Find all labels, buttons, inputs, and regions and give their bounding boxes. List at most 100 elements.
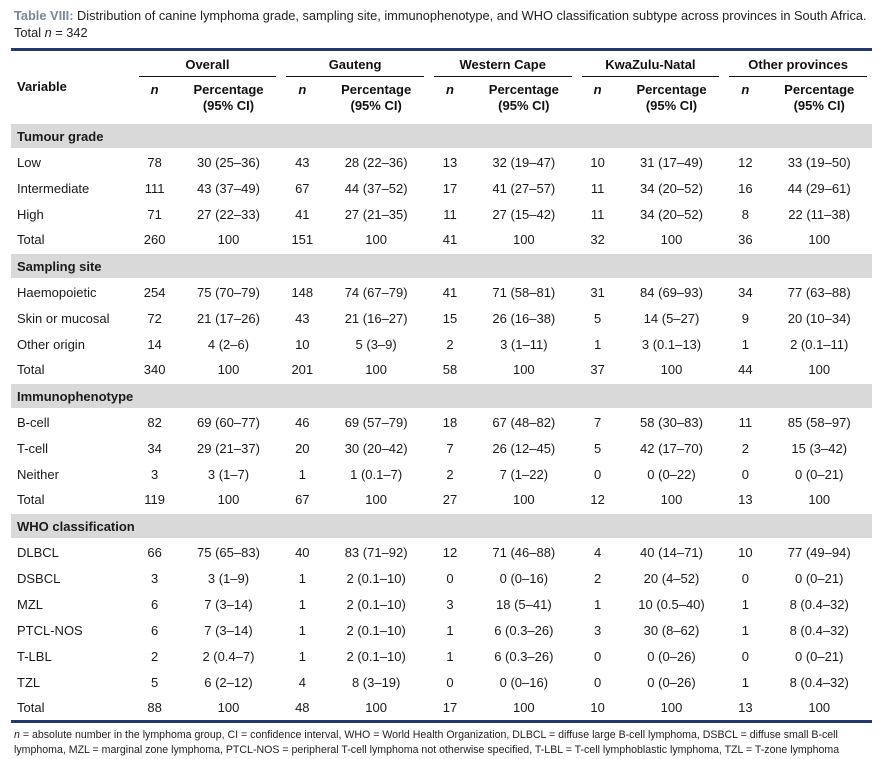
table-row: T-cell 34 29 (21–37) 20 30 (20–42) 7 26 (12–45… <box>11 435 872 461</box>
cell-n: 8 <box>741 206 749 222</box>
cell-percentage: 27 (15–42) <box>492 206 556 222</box>
cell-percentage: 10 (0.5–40) <box>638 596 705 612</box>
cell-percentage: 100 <box>217 362 240 378</box>
cell-n: 41 <box>295 206 310 222</box>
table-caption: Table VIII: Distribution of canine lymph… <box>11 8 872 42</box>
cell-n: 58 <box>442 362 458 378</box>
cell-n: 201 <box>291 362 314 378</box>
cell-percentage: 29 (21–37) <box>197 440 260 456</box>
cell-n: 12 <box>738 155 753 171</box>
cell-percentage: 8 (0.4–32) <box>789 596 849 612</box>
row-label: Total <box>17 492 45 508</box>
cell-n: 6 <box>151 622 159 638</box>
cell-percentage: 26 (12–45) <box>492 440 556 456</box>
cell-percentage: 6 (2–12) <box>204 674 253 690</box>
cell-n: 0 <box>446 570 454 586</box>
cell-n: 1 <box>594 336 602 352</box>
sub-header-row: n Percentage (95% CI) n Percentage (95% CI… <box>11 77 872 124</box>
table-row: PTCL-NOS 6 7 (3–14) 1 2 (0.1–10) 1 6 (0.3–26) 3… <box>11 617 872 643</box>
cell-percentage: 31 (17–49) <box>640 155 703 171</box>
cell-n: 1 <box>741 622 749 638</box>
cell-percentage: 3 (0.1–13) <box>641 336 702 352</box>
cell-n: 5 <box>594 310 602 326</box>
section-header: Tumour grade <box>11 122 872 151</box>
cell-n: 17 <box>442 700 458 716</box>
cell-percentage: 4 (2–6) <box>207 336 250 352</box>
cell-n: 34 <box>738 285 753 301</box>
cell-n: 67 <box>295 180 310 196</box>
cell-percentage: 22 (11–38) <box>788 206 851 222</box>
caption-n-value: = 342 <box>51 24 88 40</box>
cell-percentage: 43 (37–49) <box>197 180 260 196</box>
subcol-percentage: Percentage (95% CI) <box>488 81 559 114</box>
cell-percentage: 1 (0.1–7) <box>350 466 403 482</box>
cell-n: 15 <box>442 310 458 326</box>
cell-n: 48 <box>295 700 310 716</box>
cell-n: 1 <box>741 336 749 352</box>
cell-percentage: 21 (16–27) <box>344 310 408 326</box>
section-header: WHO classification <box>11 512 872 541</box>
row-label: TZL <box>17 674 41 690</box>
cell-percentage: 75 (65–83) <box>197 545 260 561</box>
cell-percentage: 26 (16–38) <box>492 310 556 326</box>
cell-percentage: 100 <box>217 492 240 508</box>
cell-n: 2 <box>446 466 454 482</box>
table-row: DSBCL 3 3 (1–9) 1 2 (0.1–10) 0 0 (0–16) 2 20 (4–… <box>11 565 872 591</box>
cell-percentage: 44 (29–61) <box>787 180 851 196</box>
cell-n: 1 <box>741 596 749 612</box>
cell-n: 3 <box>151 466 159 482</box>
cell-percentage: 8 (3–19) <box>351 674 401 690</box>
cell-n: 148 <box>291 285 314 301</box>
cell-percentage: 2 (0.1–10) <box>346 570 406 586</box>
cell-n: 4 <box>298 674 306 690</box>
cell-percentage: 5 (3–9) <box>355 336 397 352</box>
cell-n: 11 <box>738 415 753 431</box>
cell-percentage: 83 (71–92) <box>344 545 408 561</box>
subcol-n: n <box>298 81 307 97</box>
table-row: Total 260 100 151 100 41 100 32 100 36 100 <box>11 227 872 253</box>
row-label: High <box>17 206 44 222</box>
cell-percentage: 6 (0.3–26) <box>494 648 554 664</box>
cell-n: 14 <box>147 336 162 352</box>
column-group-western-cape: Western Cape <box>429 49 577 77</box>
cell-percentage: 2 (0.1–11) <box>790 336 849 352</box>
cell-n: 11 <box>443 206 457 222</box>
row-label: B-cell <box>17 415 50 431</box>
table-body: Tumour grade Low 78 30 (25–36) 43 28 (22–36) 1… <box>11 122 872 721</box>
table-row: Other origin 14 4 (2–6) 10 5 (3–9) 2 3 (1–11) 1… <box>11 331 872 357</box>
row-label: Other origin <box>17 336 85 352</box>
cell-n: 4 <box>594 545 602 561</box>
cell-percentage: 3 (1–9) <box>207 570 250 586</box>
cell-n: 3 <box>594 622 602 638</box>
cell-percentage: 100 <box>512 492 535 508</box>
subcol-n: n <box>741 81 750 97</box>
subcol-n: n <box>593 81 602 97</box>
column-group-kwazulu-natal: KwaZulu-Natal <box>577 49 725 77</box>
cell-n: 40 <box>295 545 310 561</box>
cell-n: 46 <box>295 415 310 431</box>
cell-n: 41 <box>442 285 458 301</box>
cell-n: 5 <box>594 440 602 456</box>
cell-percentage: 100 <box>217 700 240 716</box>
row-label: T-LBL <box>17 648 52 664</box>
table-row: DLBCL 66 75 (65–83) 40 83 (71–92) 12 71 (46–88… <box>11 539 872 565</box>
cell-n: 31 <box>590 285 605 301</box>
cell-percentage: 30 (8–62) <box>643 622 700 638</box>
cell-percentage: 71 (58–81) <box>492 285 556 301</box>
cell-n: 44 <box>738 362 753 378</box>
table-row: T-LBL 2 2 (0.4–7) 1 2 (0.1–10) 1 6 (0.3–26) 0 0 … <box>11 643 872 669</box>
cell-percentage: 100 <box>365 362 387 378</box>
cell-n: 3 <box>151 570 159 586</box>
cell-percentage: 0 (0–26) <box>647 648 696 664</box>
cell-n: 13 <box>738 492 753 508</box>
cell-percentage: 100 <box>365 700 387 716</box>
cell-n: 11 <box>590 206 605 222</box>
cell-n: 260 <box>143 232 166 248</box>
table-row: B-cell 82 69 (60–77) 46 69 (57–79) 18 67 (48–8… <box>11 409 872 435</box>
cell-n: 10 <box>590 155 605 171</box>
cell-percentage: 30 (25–36) <box>197 155 260 171</box>
cell-percentage: 74 (67–79) <box>344 285 408 301</box>
cell-n: 1 <box>446 648 454 664</box>
cell-percentage: 27 (21–35) <box>344 206 408 222</box>
cell-percentage: 0 (0–21) <box>795 466 844 482</box>
